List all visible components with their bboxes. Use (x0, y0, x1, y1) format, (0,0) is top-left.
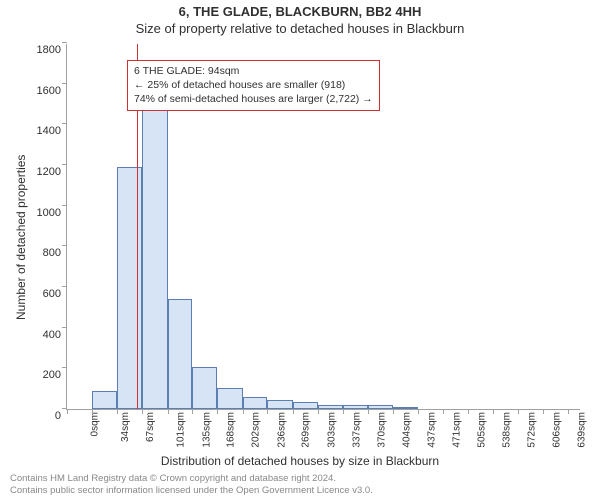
x-tick-label: 639sqm (577, 412, 588, 448)
x-tick-label: 505sqm (477, 412, 488, 448)
x-tick-label: 538sqm (501, 412, 512, 448)
x-axis-label: Distribution of detached houses by size … (0, 454, 600, 468)
x-tick-mark (343, 409, 344, 414)
x-tick-label: 168sqm (226, 412, 237, 448)
x-tick-mark (318, 409, 319, 414)
x-tick-label: 404sqm (402, 412, 413, 448)
histogram-bar (168, 299, 193, 409)
histogram-bar (318, 405, 343, 409)
x-tick-mark (192, 409, 193, 414)
x-tick-mark (543, 409, 544, 414)
x-tick-mark (418, 409, 419, 414)
chart-title: 6, THE GLADE, BLACKBURN, BB2 4HH (0, 0, 600, 19)
y-tick-mark (62, 327, 67, 328)
y-tick-label: 1400 (25, 125, 67, 137)
y-tick-label: 400 (25, 329, 67, 341)
x-tick-mark (168, 409, 169, 414)
histogram-bar (393, 407, 418, 409)
y-tick-mark (62, 123, 67, 124)
y-tick-mark (62, 367, 67, 368)
y-tick-label: 200 (25, 369, 67, 381)
annotation-box: 6 THE GLADE: 94sqm ← 25% of detached hou… (127, 60, 380, 111)
x-tick-mark (443, 409, 444, 414)
x-tick-mark (92, 409, 93, 414)
x-tick-mark (217, 409, 218, 414)
annotation-line-3: 74% of semi-detached houses are larger (… (134, 92, 373, 106)
x-tick-label: 101sqm (176, 412, 187, 448)
x-tick-mark (243, 409, 244, 414)
y-tick-mark (62, 42, 67, 43)
x-tick-label: 67sqm (145, 412, 156, 442)
y-tick-label: 800 (25, 247, 67, 259)
x-tick-label: 34sqm (120, 412, 131, 442)
y-tick-label: 0 (25, 410, 67, 422)
x-tick-mark (117, 409, 118, 414)
histogram-bar (92, 391, 117, 409)
y-tick-label: 1000 (25, 207, 67, 219)
histogram-bar (142, 108, 167, 409)
x-tick-label: 572sqm (527, 412, 538, 448)
x-tick-mark (67, 409, 68, 414)
x-tick-label: 370sqm (376, 412, 387, 448)
x-tick-label: 303sqm (326, 412, 337, 448)
y-tick-label: 1600 (25, 85, 67, 97)
histogram-bar (192, 367, 217, 409)
chart-subtitle: Size of property relative to detached ho… (0, 21, 600, 36)
footer-attribution: Contains HM Land Registry data © Crown c… (10, 473, 373, 497)
histogram-bar (117, 167, 142, 409)
x-tick-mark (468, 409, 469, 414)
chart-container: 6, THE GLADE, BLACKBURN, BB2 4HH Size of… (0, 0, 600, 500)
histogram-bar (267, 400, 292, 409)
x-tick-label: 337sqm (352, 412, 363, 448)
x-tick-label: 437sqm (426, 412, 437, 448)
histogram-bar (368, 405, 393, 409)
x-tick-mark (267, 409, 268, 414)
y-tick-label: 600 (25, 288, 67, 300)
x-tick-label: 269sqm (301, 412, 312, 448)
x-tick-label: 236sqm (276, 412, 287, 448)
histogram-bar (243, 397, 268, 409)
x-tick-label: 471sqm (451, 412, 462, 448)
annotation-line-1: 6 THE GLADE: 94sqm (134, 64, 373, 78)
x-tick-mark (518, 409, 519, 414)
footer-line-2: Contains public sector information licen… (10, 485, 373, 497)
y-tick-mark (62, 83, 67, 84)
histogram-bar (217, 388, 242, 409)
plot-area: 0200400600800100012001400160018000sqm34s… (66, 44, 580, 410)
x-tick-label: 135sqm (201, 412, 212, 448)
footer-line-1: Contains HM Land Registry data © Crown c… (10, 473, 373, 485)
annotation-line-2: ← 25% of detached houses are smaller (91… (134, 78, 373, 92)
y-tick-label: 1200 (25, 166, 67, 178)
x-tick-mark (393, 409, 394, 414)
x-tick-mark (493, 409, 494, 414)
y-tick-mark (62, 286, 67, 287)
x-tick-mark (142, 409, 143, 414)
y-tick-mark (62, 245, 67, 246)
histogram-bar (293, 402, 318, 409)
y-tick-label: 1800 (25, 44, 67, 56)
y-tick-mark (62, 164, 67, 165)
x-tick-label: 202sqm (251, 412, 262, 448)
y-tick-mark (62, 205, 67, 206)
x-tick-mark (368, 409, 369, 414)
x-tick-mark (568, 409, 569, 414)
histogram-bar (343, 405, 368, 409)
x-tick-label: 0sqm (89, 412, 100, 436)
x-tick-mark (293, 409, 294, 414)
x-tick-label: 606sqm (552, 412, 563, 448)
